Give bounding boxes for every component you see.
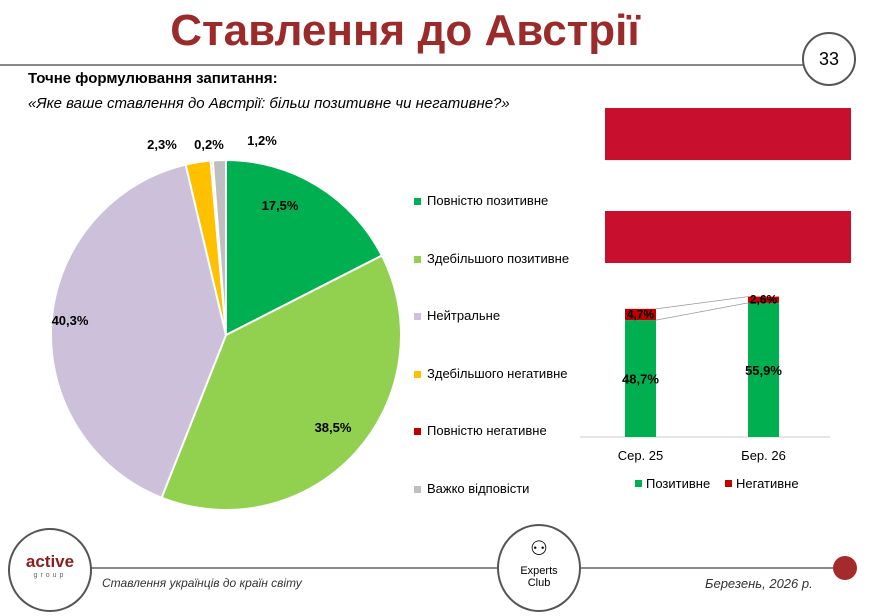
pie-slice bbox=[160, 254, 402, 511]
footer-date: Березень, 2026 р. bbox=[705, 576, 813, 591]
legend-item: Нейтральне bbox=[414, 308, 500, 323]
pie-data-label: 0,2% bbox=[194, 137, 224, 152]
legend-label: Позитивне bbox=[646, 476, 710, 491]
experts-club-logo: ⚇ Experts Club bbox=[497, 524, 581, 612]
legend-swatch bbox=[414, 370, 421, 378]
bar-segment bbox=[748, 302, 779, 437]
legend-label: Повністю позитивне bbox=[427, 193, 549, 208]
pie-slice bbox=[225, 158, 384, 337]
legend-label: Здебільшого позитивне bbox=[427, 250, 570, 266]
legend-item: Здебільшого негативне bbox=[414, 366, 568, 381]
bar-chart: 48,7% 4,7% Сер. 25 55,9% 2,6% Бер. 26 Позитивн… bbox=[580, 293, 830, 491]
legend-swatch bbox=[414, 255, 421, 263]
legend-label: Негативне bbox=[736, 476, 799, 491]
legend-swatch bbox=[414, 198, 421, 206]
bar-data-label: 2,6% bbox=[750, 293, 778, 307]
bar-data-label: 55,9% bbox=[745, 363, 782, 378]
bar-segment bbox=[748, 296, 779, 303]
bar-segment bbox=[625, 320, 656, 437]
bar-segment bbox=[625, 308, 656, 321]
pie-data-label: 2,3% bbox=[147, 137, 177, 152]
legend-swatch bbox=[414, 428, 421, 436]
footer-subtitle: Ставлення українців до країн світу bbox=[102, 576, 302, 590]
legend-item: Повністю позитивне bbox=[414, 193, 548, 208]
legend-label: Нейтральне bbox=[427, 308, 501, 323]
pie-slice bbox=[50, 163, 228, 500]
legend-label: Здебільшого негативне bbox=[427, 365, 568, 381]
pie-data-label: 40,3% bbox=[52, 313, 89, 328]
series-connector-line bbox=[655, 302, 749, 321]
active-group-logo: active group bbox=[8, 528, 92, 612]
legend-label: Важко відповісти bbox=[427, 480, 530, 496]
question-text: «Яке ваше ставлення до Австрії: більш по… bbox=[28, 95, 510, 112]
pie-data-label: 38,5% bbox=[315, 420, 352, 435]
flag-top-stripe bbox=[605, 108, 851, 160]
bar-data-label: 48,7% bbox=[622, 372, 659, 387]
footer-divider bbox=[90, 567, 840, 569]
pie-chart: 17,5% 38,5% 40,3% 2,3% 0,2% 1,2% bbox=[50, 133, 402, 511]
page-title: Ставлення до Австрії bbox=[170, 6, 640, 55]
experts-club-text: Experts Club bbox=[520, 565, 558, 589]
page-number: 33 bbox=[802, 32, 856, 86]
question-label: Точне формулювання запитання: bbox=[28, 70, 278, 87]
title-divider bbox=[0, 64, 805, 66]
logo-text: active bbox=[25, 552, 75, 571]
flag-middle-stripe bbox=[605, 160, 851, 212]
legend-swatch bbox=[414, 485, 421, 493]
pie-slice bbox=[211, 158, 227, 336]
legend-item: Здебільшого позитивне bbox=[414, 251, 569, 266]
footer-dot bbox=[833, 556, 857, 580]
legend-item: Повністю негативне bbox=[414, 423, 547, 438]
legend-label: Повністю негативне bbox=[427, 423, 547, 438]
series-connector-line bbox=[655, 296, 749, 310]
legend-swatch bbox=[725, 480, 732, 487]
flag-bottom-stripe bbox=[605, 211, 851, 263]
x-tick-label: Бер. 26 bbox=[741, 448, 786, 463]
pie-data-label: 17,5% bbox=[262, 198, 299, 213]
bar-data-label: 4,7% bbox=[627, 307, 655, 321]
legend-swatch bbox=[635, 480, 642, 487]
legend-item: Важко відповісти bbox=[414, 481, 529, 496]
x-tick-label: Сер. 25 bbox=[618, 448, 664, 463]
glasses-icon: ⚇ bbox=[530, 538, 548, 560]
legend-swatch bbox=[414, 313, 421, 321]
pie-data-label: 1,2% bbox=[247, 133, 277, 148]
logo-subtext: group bbox=[33, 572, 67, 579]
